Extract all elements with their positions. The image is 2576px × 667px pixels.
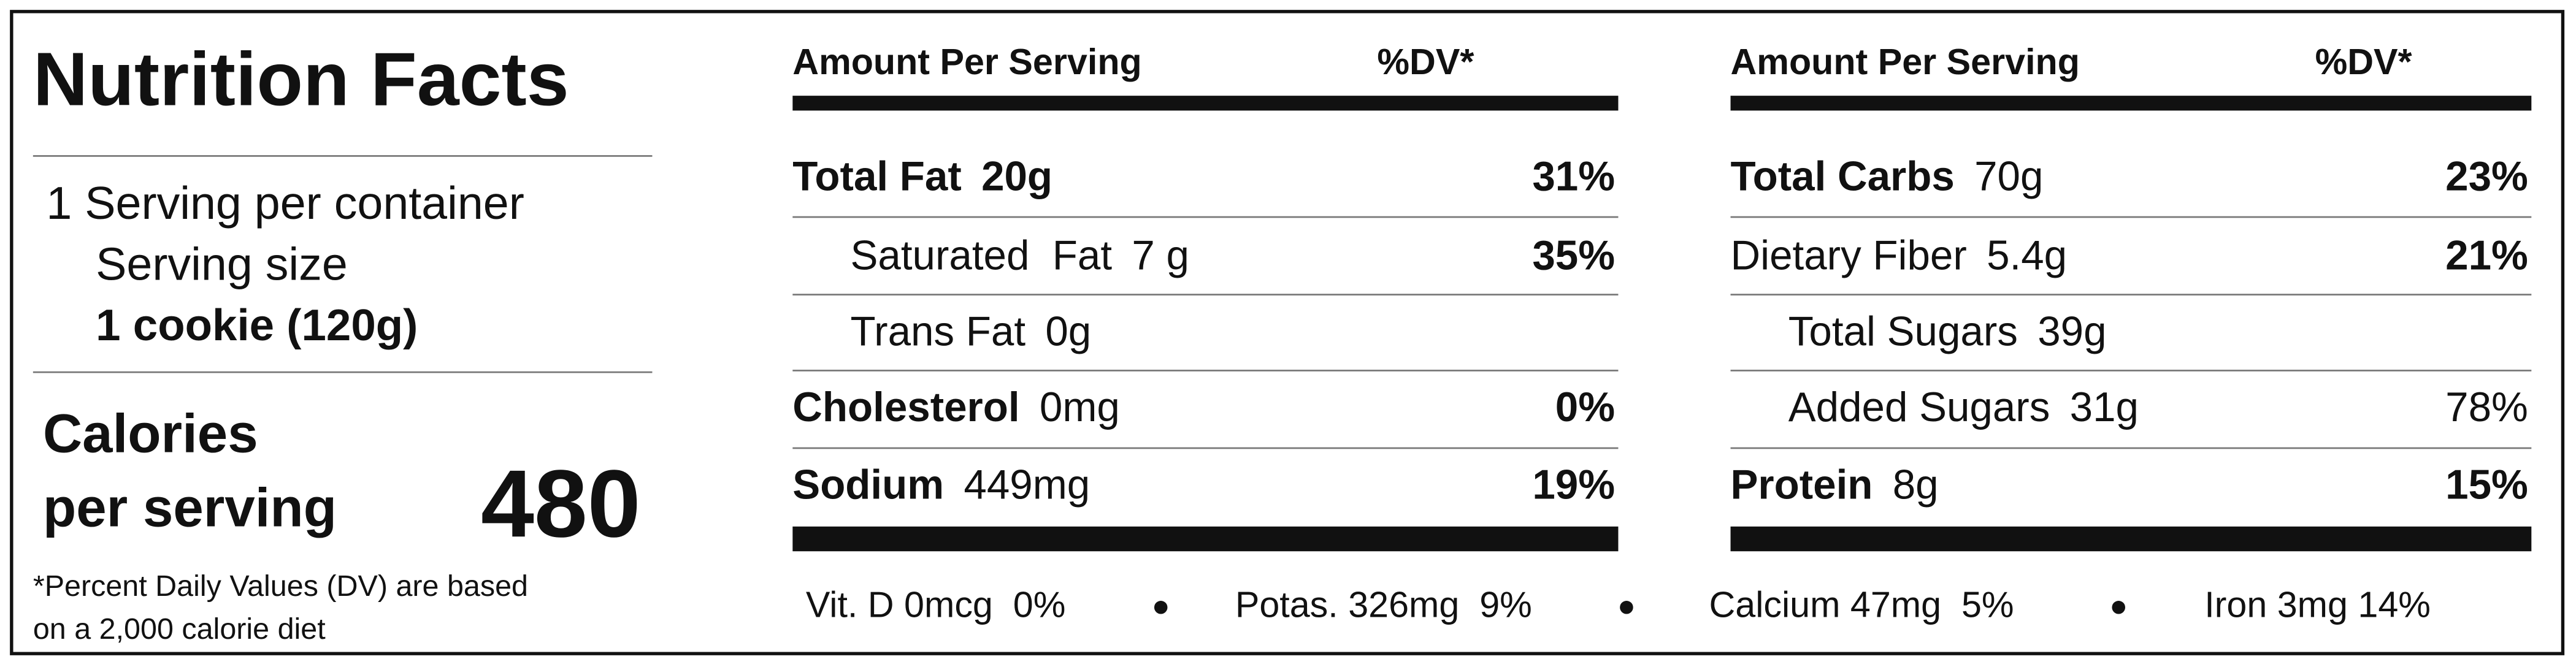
- header-dv: %DV*: [2315, 41, 2412, 83]
- nutrient-name: Total Carbs: [1730, 154, 1955, 200]
- micronutrient: Potas. 326mg 9%: [1235, 584, 1532, 626]
- nutrient-amount: 0mg: [1039, 384, 1120, 432]
- serving-size-label: Serving size: [96, 238, 348, 290]
- divider: [1730, 294, 2532, 295]
- nutrient-name: Dietary Fiber: [1730, 233, 1967, 280]
- servings: 1 Serving per container: [46, 177, 524, 229]
- nutrient-row: Dietary Fiber 5.4g: [1730, 233, 2068, 280]
- micronutrient: Iron 3mg 14%: [2204, 584, 2431, 626]
- nutrient-row: Added Sugars 31g: [1788, 384, 2139, 432]
- nutrient-amount: 8g: [1892, 462, 1939, 509]
- nutrient-amount: 70g: [1974, 154, 2044, 200]
- nutrient-dv: 0%: [1555, 384, 1616, 432]
- nutrient-row: Sodium 449mg: [792, 462, 1091, 509]
- calories-label: per serving: [42, 476, 337, 538]
- divider: [33, 155, 653, 157]
- nutrient-name: Protein: [1730, 462, 1873, 509]
- nutrient-dv: 31%: [1532, 154, 1616, 200]
- nutrient-name: Total Fat: [792, 154, 962, 200]
- micronutrient: Vit. D 0mcg 0%: [805, 584, 1066, 626]
- micronutrient: Calcium 47mg 5%: [1709, 584, 2014, 626]
- nutrient-amount: 20g: [981, 154, 1053, 200]
- nutrient-dv: 35%: [1532, 233, 1616, 280]
- nutrient-dv: 19%: [1532, 462, 1616, 509]
- nutrient-dv: 21%: [2445, 233, 2528, 280]
- divider: [1730, 216, 2532, 218]
- header-amount: Amount Per Serving: [1730, 41, 2080, 83]
- divider: [1730, 370, 2532, 372]
- nutrient-amount: 7 g: [1132, 233, 1190, 280]
- nutrient-row: Trans Fat 0g: [850, 309, 1092, 356]
- bullet: [2112, 600, 2125, 614]
- nutrient-amount: 5.4g: [1987, 233, 2068, 280]
- calories-value: 480: [481, 451, 641, 558]
- header-dv: %DV*: [1377, 41, 1474, 83]
- serving-size: 1 cookie (120g): [96, 300, 418, 351]
- divider: [792, 447, 1619, 449]
- nutrient-amount: 31g: [2069, 384, 2139, 432]
- header-amount: Amount Per Serving: [792, 41, 1142, 83]
- nutrient-amount: 39g: [2037, 309, 2107, 356]
- nutrient-name: Saturated Fat: [850, 233, 1113, 280]
- nutrient-name: Added Sugars: [1788, 384, 2050, 432]
- thick-bar: [1730, 96, 2532, 111]
- bullet: [1154, 600, 1168, 614]
- calories-label: Calories: [42, 402, 258, 464]
- nutrient-dv: 23%: [2445, 154, 2528, 200]
- nutrient-row: Total Fat 20g: [792, 154, 1053, 201]
- nutrient-row: Protein 8g: [1730, 462, 1939, 509]
- nutrient-amount: 0g: [1045, 309, 1092, 356]
- nutrient-name: Total Sugars: [1788, 309, 2018, 356]
- divider: [792, 294, 1619, 295]
- nutrient-dv: 15%: [2445, 462, 2528, 509]
- bullet: [1620, 600, 1633, 614]
- divider: [792, 370, 1619, 372]
- nutrient-dv: 78%: [2445, 384, 2528, 432]
- nutrient-row: Total Sugars 39g: [1788, 309, 2107, 356]
- nutrient-row: Total Carbs 70g: [1730, 154, 2044, 201]
- nutrient-name: Cholesterol: [792, 384, 1020, 432]
- nutrient-amount: 449mg: [964, 462, 1091, 509]
- divider: [33, 371, 653, 373]
- thick-bar: [792, 96, 1619, 111]
- nutrient-name: Trans Fat: [850, 309, 1026, 356]
- footnote: *Percent Daily Values (DV) are based on …: [33, 569, 529, 646]
- divider: [1730, 447, 2532, 449]
- thick-bar: [792, 526, 1619, 552]
- nutrient-row: Cholesterol 0mg: [792, 384, 1120, 432]
- nutrient-row: Saturated Fat 7 g: [850, 233, 1190, 280]
- outer-border: [10, 10, 2565, 655]
- thick-bar: [1730, 526, 2532, 552]
- title: Nutrition Facts: [33, 36, 569, 122]
- divider: [792, 216, 1619, 218]
- nutrient-name: Sodium: [792, 462, 945, 509]
